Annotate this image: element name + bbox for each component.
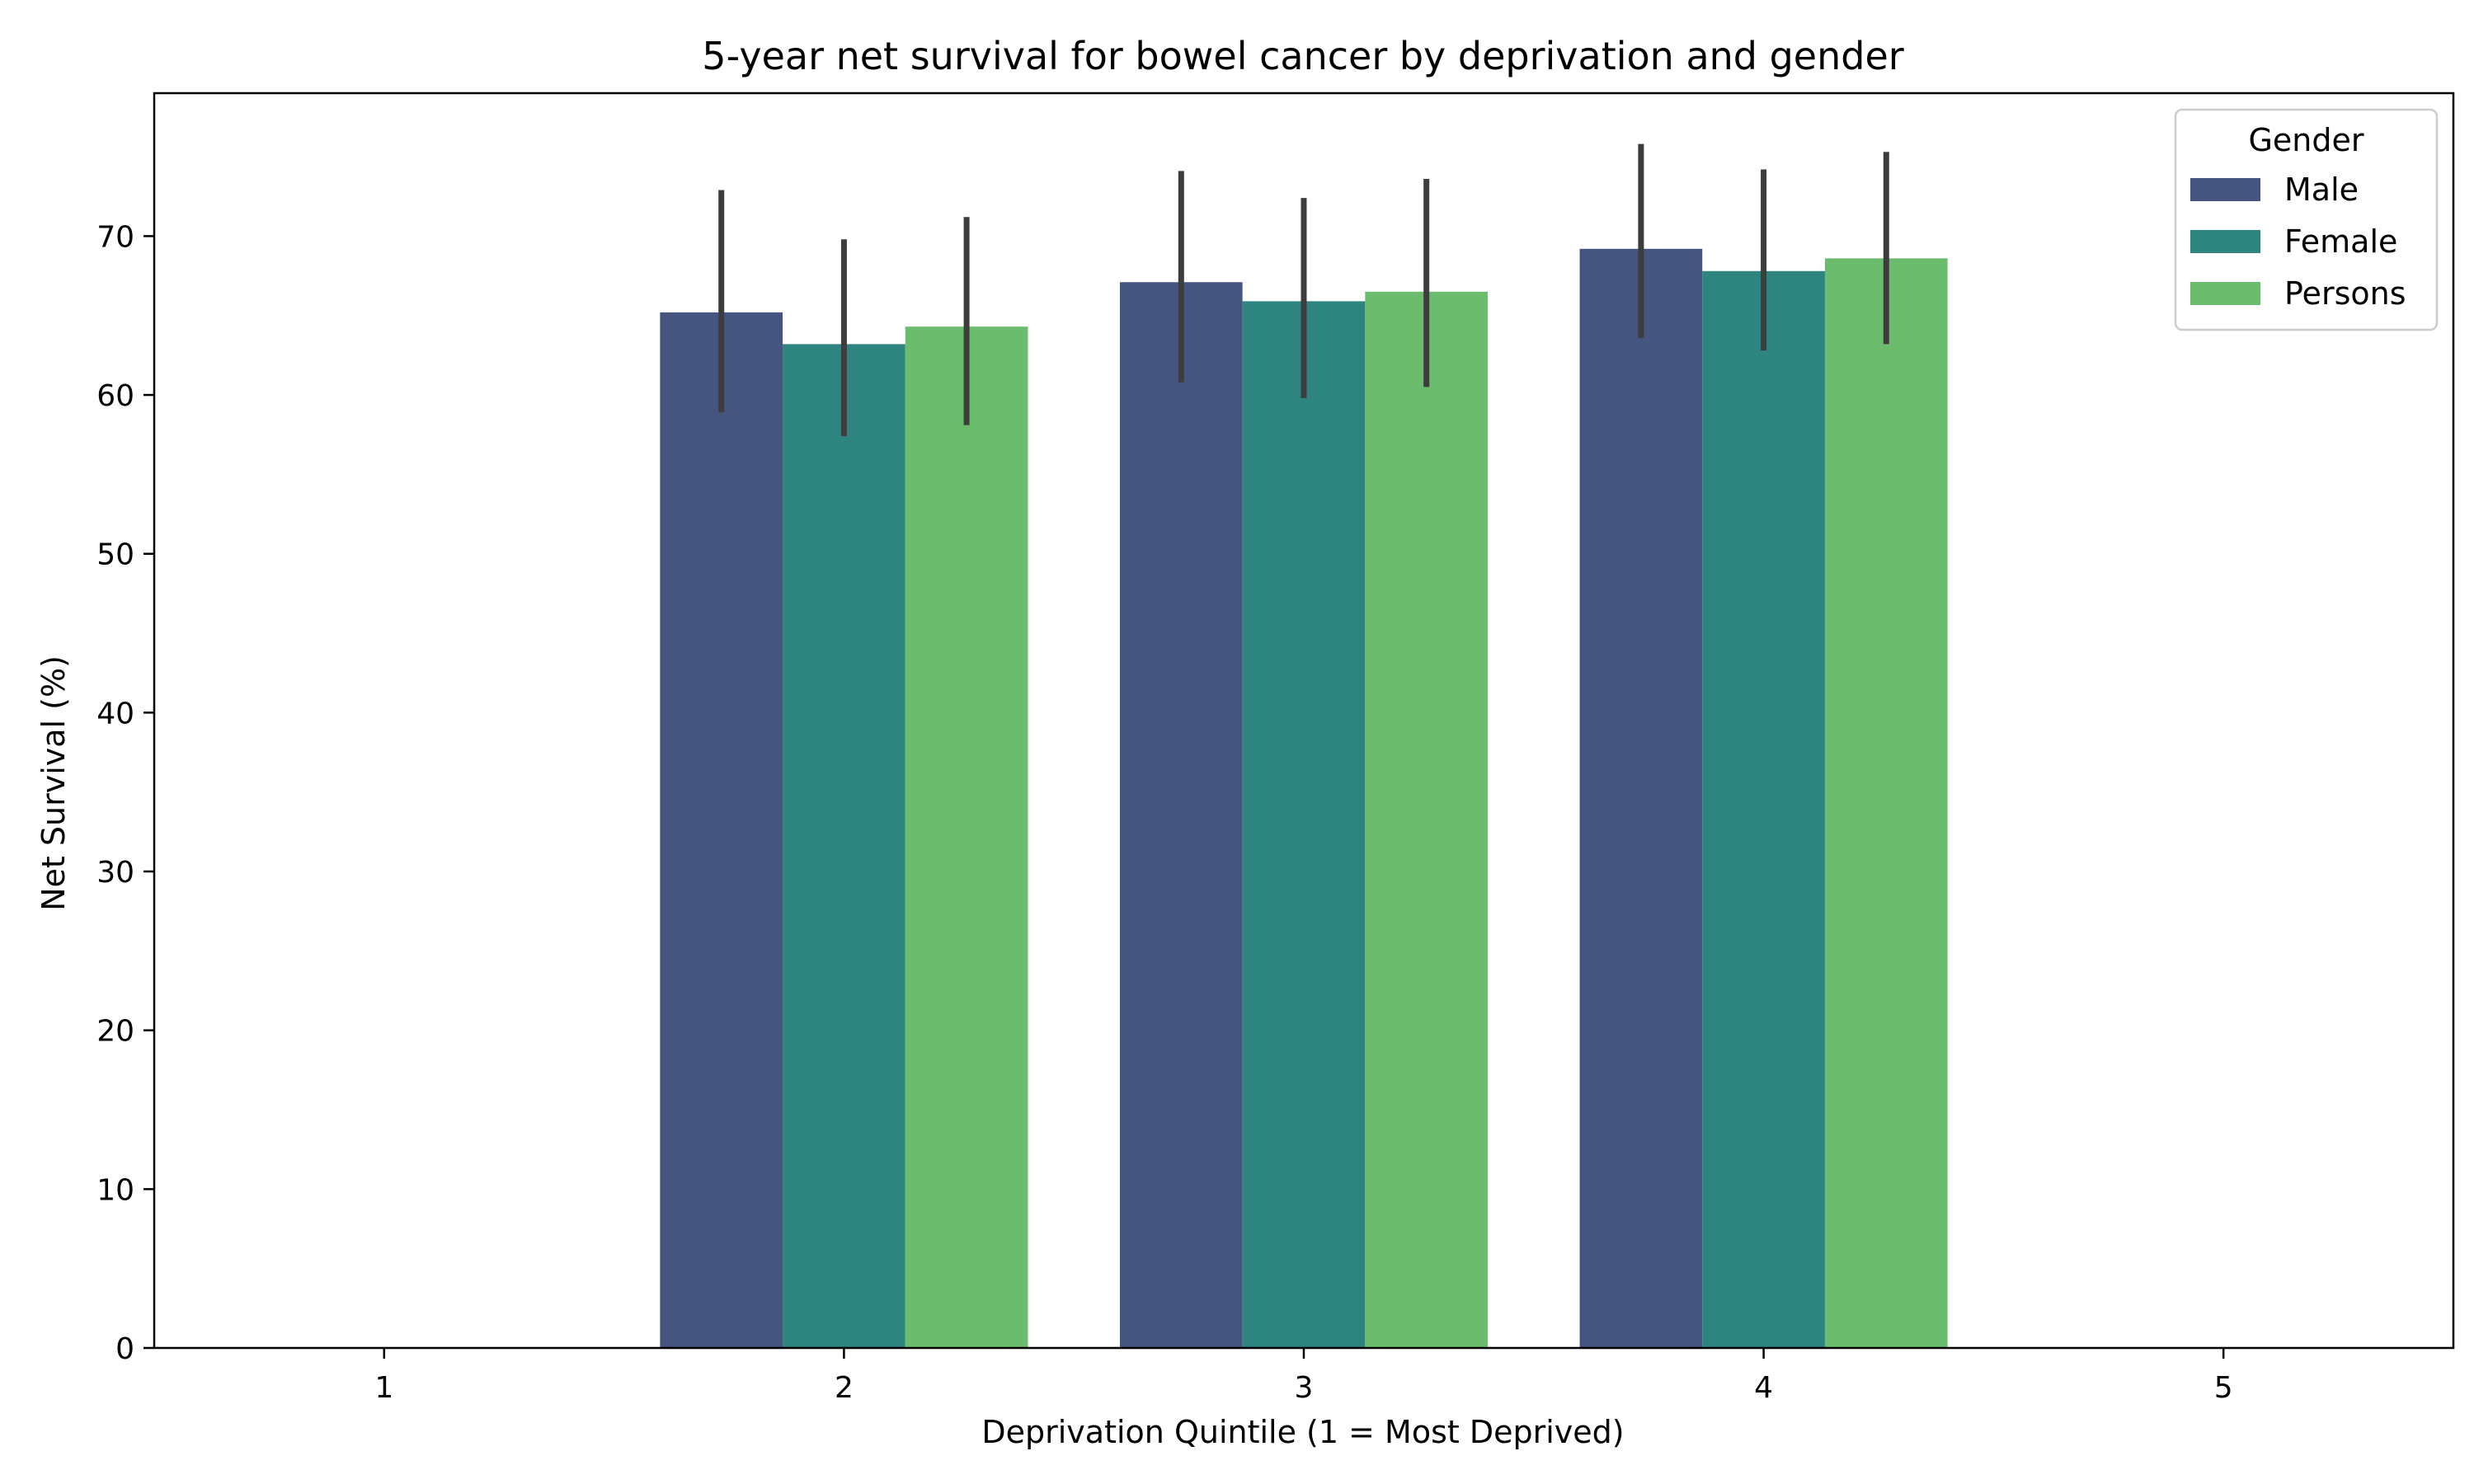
legend-swatch-male xyxy=(2190,178,2260,201)
plot-area: 0 10 20 30 40 50 60 70 1 2 3 4 5 xyxy=(96,92,2455,1405)
y-tick-label: 20 xyxy=(96,1015,134,1049)
bar-male-q4 xyxy=(1579,248,1703,1348)
y-tick-label: 40 xyxy=(96,697,134,730)
bar-male-q2 xyxy=(660,312,783,1348)
x-tick-label: 4 xyxy=(1754,1371,1773,1405)
y-tick-label: 60 xyxy=(96,379,134,413)
bar-male-q3 xyxy=(1119,282,1243,1348)
x-tick-label: 3 xyxy=(1295,1371,1314,1405)
y-tick-label: 10 xyxy=(96,1173,134,1207)
legend-swatch-persons xyxy=(2190,282,2260,305)
legend-label-male: Male xyxy=(2284,171,2359,208)
legend-box xyxy=(2174,108,2439,331)
x-tick-label: 1 xyxy=(374,1371,393,1405)
x-tick-label: 2 xyxy=(835,1371,854,1405)
x-tick-label: 5 xyxy=(2214,1371,2233,1405)
y-tick-label: 50 xyxy=(96,538,134,572)
chart-title: 5-year net survival for bowel cancer by … xyxy=(702,34,1903,78)
bar-persons-q3 xyxy=(1365,291,1489,1349)
y-tick-label: 0 xyxy=(115,1332,134,1366)
y-tick-label: 30 xyxy=(96,856,134,890)
legend-label-female: Female xyxy=(2284,223,2397,260)
legend: Gender Male Female Persons xyxy=(2174,108,2439,331)
y-tick-label: 70 xyxy=(96,220,134,254)
bar-female-q3 xyxy=(1242,301,1366,1348)
y-axis-title: Net Survival (%) xyxy=(35,655,72,911)
legend-swatch-female xyxy=(2190,230,2260,253)
bar-persons-q2 xyxy=(905,326,1028,1349)
legend-title: Gender xyxy=(2248,122,2363,158)
bar-female-q4 xyxy=(1702,270,1825,1348)
bar-persons-q4 xyxy=(1824,258,1948,1349)
bar-female-q2 xyxy=(783,344,905,1348)
x-axis-title: Deprivation Quintile (1 = Most Deprived) xyxy=(981,1414,1624,1450)
legend-label-persons: Persons xyxy=(2284,275,2406,312)
